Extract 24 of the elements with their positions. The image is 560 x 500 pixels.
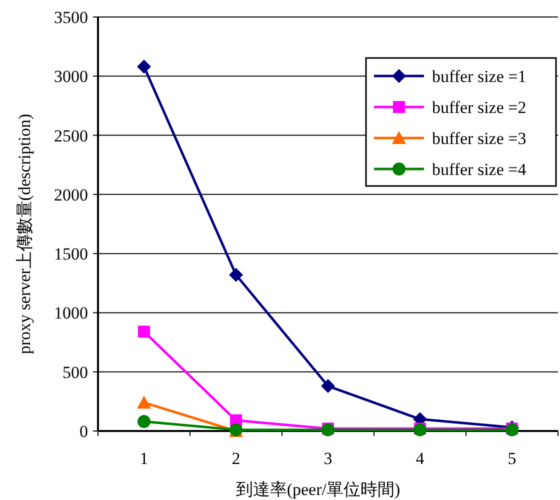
point xyxy=(138,415,150,428)
x-axis-title: 到達率(peer/單位時間) xyxy=(236,480,400,499)
point xyxy=(229,268,243,282)
x-tick-label: 4 xyxy=(416,449,425,468)
y-tick-label: 3500 xyxy=(54,8,88,27)
y-axis-title: proxy server上傳數量(description) xyxy=(15,114,34,354)
y-tick-label: 2500 xyxy=(54,126,88,146)
y-tick-label: 1000 xyxy=(54,304,88,323)
legend-label: buffer size =3 xyxy=(432,129,526,148)
y-tick-label: 3000 xyxy=(54,67,88,86)
y-tick-label: 1500 xyxy=(54,244,88,264)
legend-label: buffer size =1 xyxy=(432,67,526,86)
x-tick-label: 1 xyxy=(140,449,148,468)
x-tick-label: 5 xyxy=(508,449,516,468)
x-tick-label: 2 xyxy=(232,449,240,468)
y-tick-label: 2000 xyxy=(54,185,88,204)
point xyxy=(137,60,151,74)
legend-label: buffer size =4 xyxy=(432,160,527,179)
point xyxy=(138,326,150,338)
point xyxy=(321,379,335,394)
x-tick-label: 3 xyxy=(324,449,332,468)
legend-label: buffer size =2 xyxy=(432,98,526,117)
y-tick-label: 0 xyxy=(80,422,88,441)
y-tick-label: 500 xyxy=(62,362,88,382)
